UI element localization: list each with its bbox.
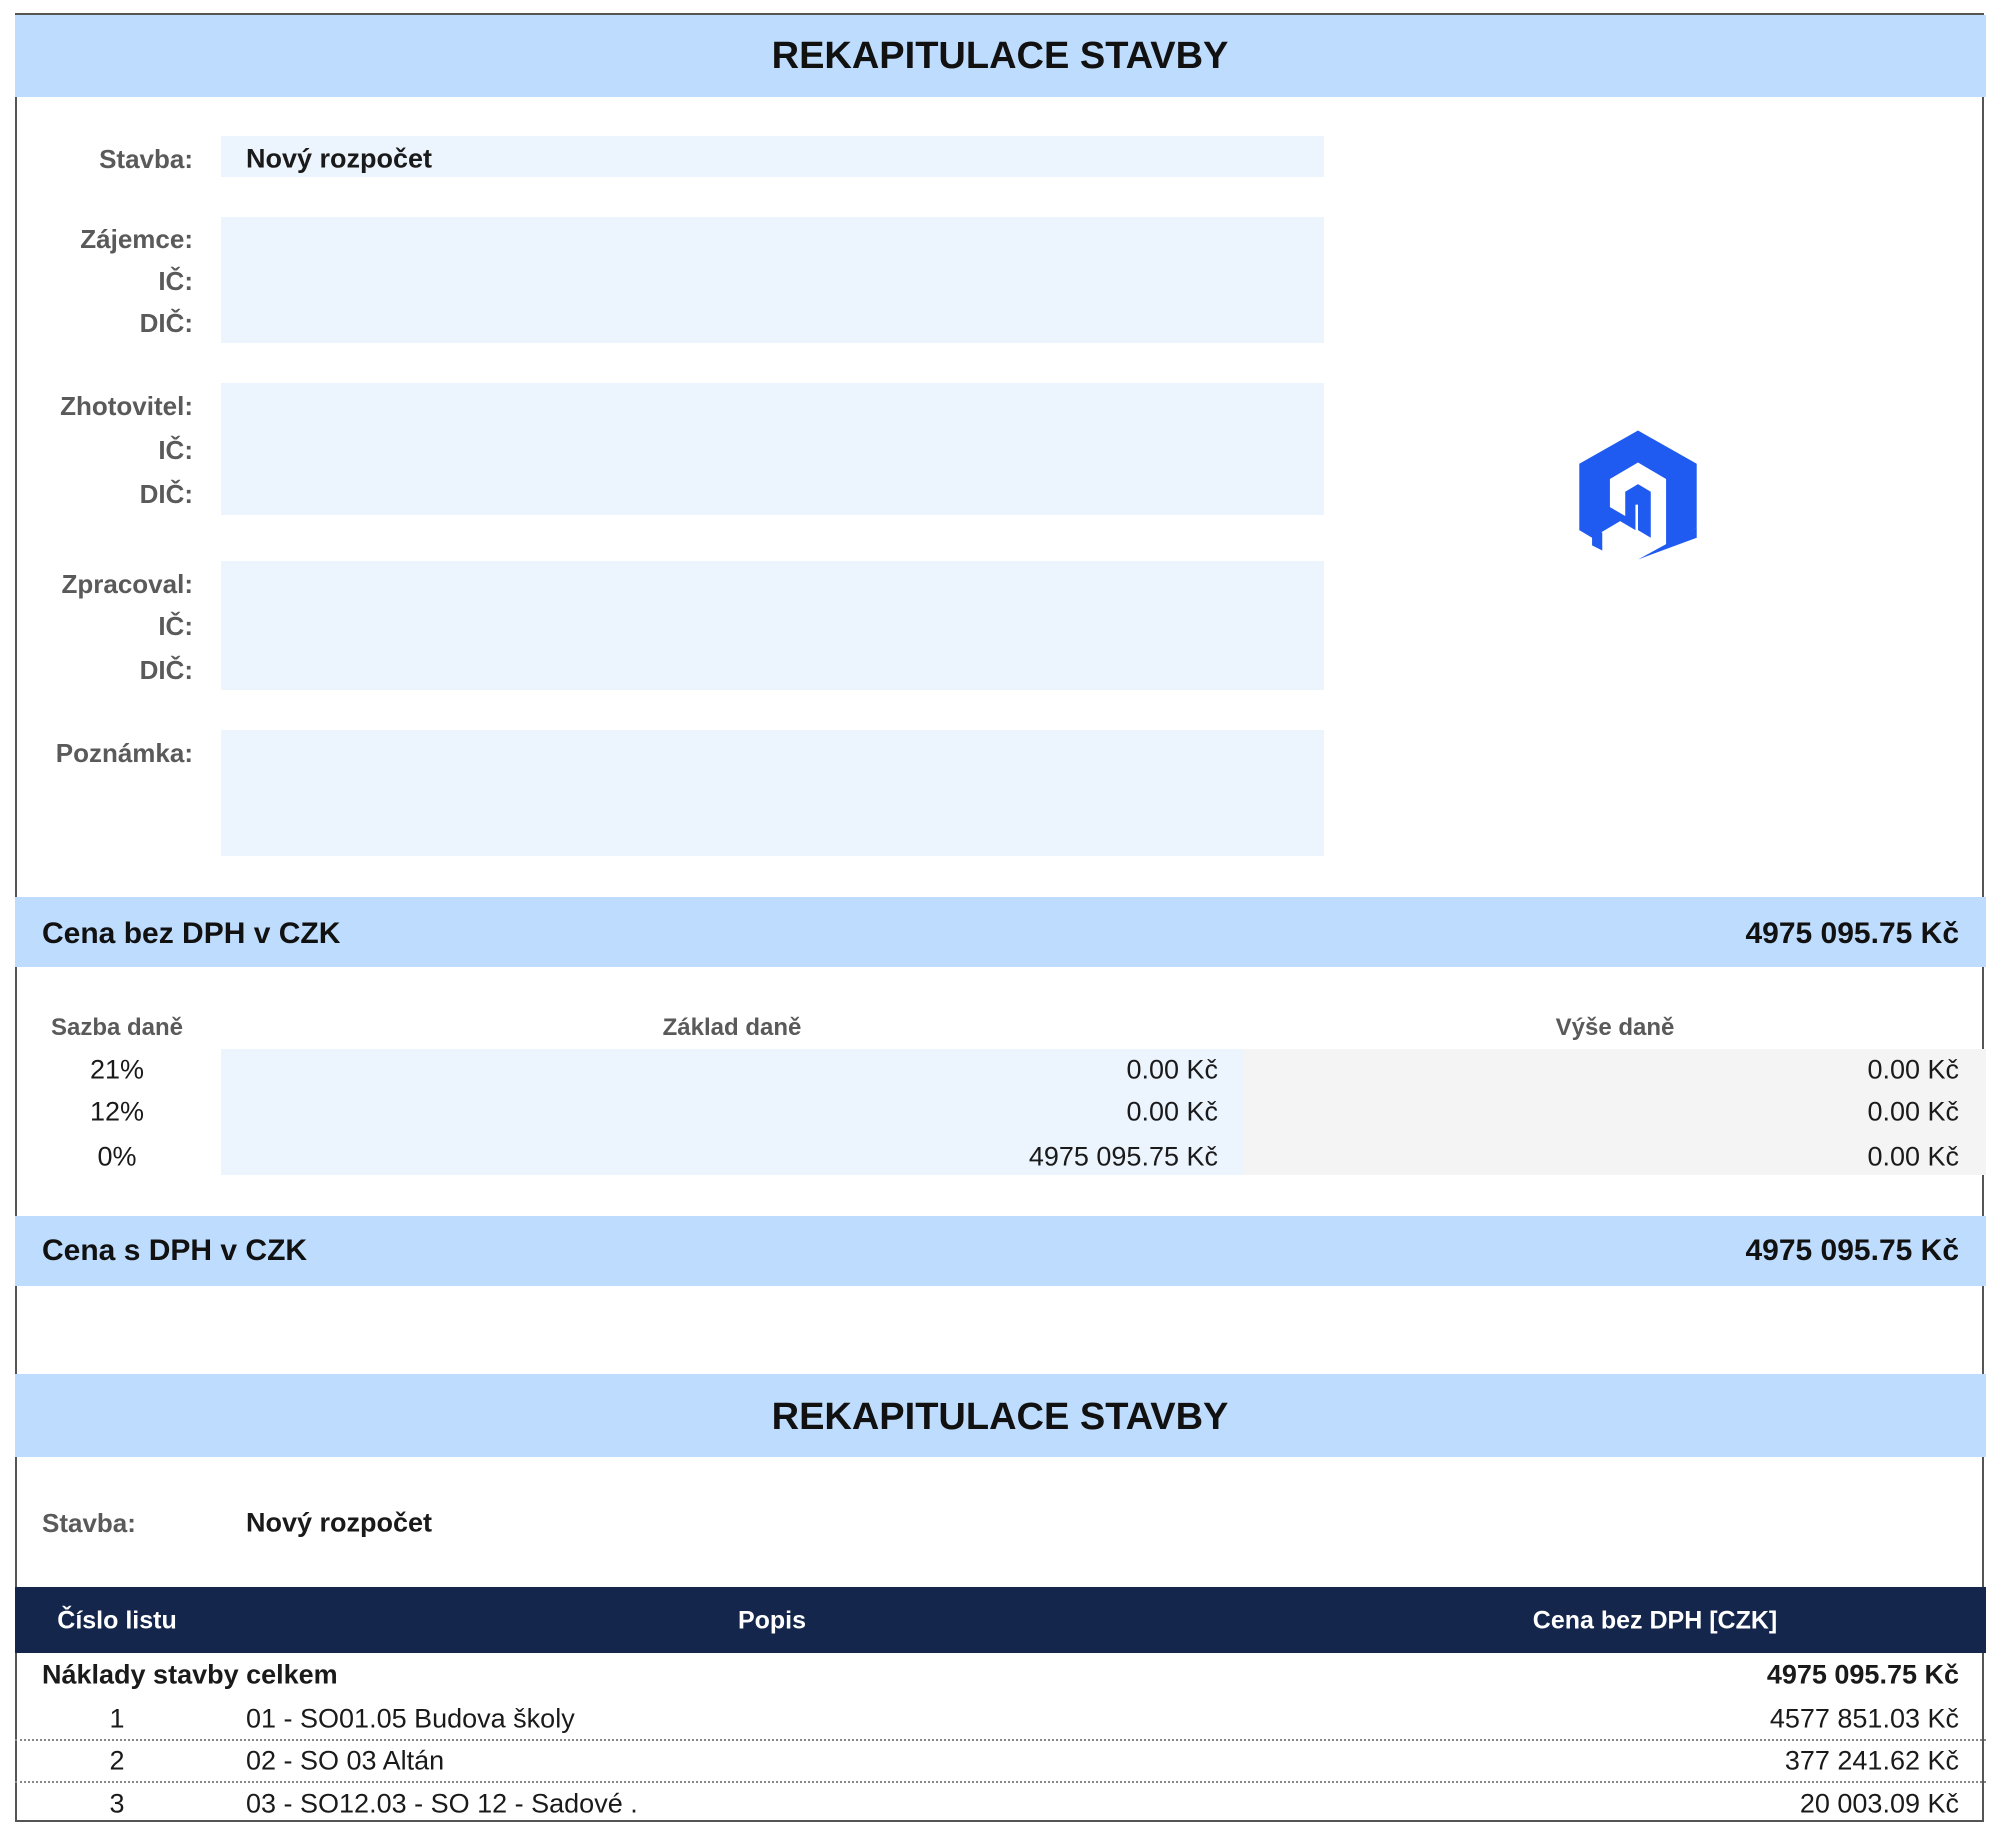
total-value: 4975 095.75 Kč bbox=[1766, 1659, 1959, 1690]
tax-amount: 0.00 Kč bbox=[1867, 1096, 1959, 1127]
field-label: Zpracoval: bbox=[61, 569, 194, 599]
price: 377 241.62 Kč bbox=[1784, 1745, 1959, 1776]
sheet-number: 2 bbox=[109, 1745, 125, 1776]
tax-base: 0.00 Kč bbox=[1126, 1096, 1218, 1127]
summary-label: Cena s DPH v CZK bbox=[42, 1234, 308, 1267]
tax-amount: 0.00 Kč bbox=[1867, 1141, 1959, 1172]
summary-value: 4975 095.75 Kč bbox=[1745, 1234, 1959, 1267]
header-band bbox=[15, 15, 1986, 97]
field bbox=[221, 561, 1324, 690]
field-label: IČ: bbox=[158, 435, 193, 465]
tax-amount: 0.00 Kč bbox=[1867, 1054, 1959, 1085]
column-header: Základ daně bbox=[662, 1014, 802, 1041]
column-header: Výše daně bbox=[1555, 1014, 1675, 1041]
field-label: Zhotovitel: bbox=[60, 391, 193, 421]
row-divider bbox=[15, 1739, 1986, 1741]
table-header bbox=[15, 1587, 1986, 1653]
field-label: Stavba: bbox=[42, 1508, 136, 1538]
field-label: Stavba: bbox=[99, 144, 193, 174]
tax-rate: 0% bbox=[97, 1141, 137, 1172]
field-value: Nový rozpočet bbox=[246, 1507, 433, 1538]
description: 02 - SO 03 Altán bbox=[246, 1745, 445, 1776]
table-header-cell: Cena bez DPH [CZK] bbox=[1532, 1606, 1778, 1635]
description: 01 - SO01.05 Budova školy bbox=[246, 1703, 575, 1734]
field-value: Nový rozpočet bbox=[246, 143, 433, 174]
table-header-cell: Číslo listu bbox=[57, 1606, 177, 1635]
tax-base-field bbox=[221, 1049, 1244, 1175]
tax-base: 0.00 Kč bbox=[1126, 1054, 1218, 1085]
price: 20 003.09 Kč bbox=[1799, 1788, 1959, 1819]
column-header: Sazba daně bbox=[50, 1014, 184, 1041]
header-band bbox=[15, 1374, 1986, 1457]
total-label: Náklady stavby celkem bbox=[42, 1659, 338, 1690]
summary-value: 4975 095.75 Kč bbox=[1745, 917, 1959, 950]
section-title: REKAPITULACE STAVBY bbox=[771, 1396, 1229, 1438]
summary-band bbox=[15, 1216, 1986, 1286]
field-label: IČ: bbox=[158, 266, 193, 296]
field bbox=[221, 383, 1324, 515]
page-title: REKAPITULACE STAVBY bbox=[771, 35, 1229, 77]
description: 03 - SO12.03 - SO 12 - Sadové . bbox=[246, 1788, 638, 1819]
tax-rate: 21% bbox=[89, 1054, 145, 1085]
logo bbox=[1579, 430, 1697, 560]
summary-label: Cena bez DPH v CZK bbox=[42, 917, 341, 950]
price: 4577 851.03 Kč bbox=[1769, 1703, 1959, 1734]
tax-amount-field bbox=[1244, 1049, 1986, 1175]
tax-base: 4975 095.75 Kč bbox=[1028, 1141, 1218, 1172]
field-label: DIČ: bbox=[139, 308, 193, 338]
sheet-number: 3 bbox=[109, 1788, 125, 1819]
field bbox=[221, 730, 1324, 856]
field bbox=[221, 217, 1324, 343]
field bbox=[221, 136, 1324, 177]
row-divider bbox=[15, 1781, 1986, 1783]
field-label: Poznámka: bbox=[55, 738, 193, 768]
tax-rate: 12% bbox=[89, 1096, 145, 1127]
field-label: DIČ: bbox=[139, 655, 193, 685]
table-header-cell: Popis bbox=[737, 1606, 807, 1635]
field-label: DIČ: bbox=[139, 479, 193, 509]
field-label: IČ: bbox=[158, 611, 193, 641]
summary-band bbox=[15, 897, 1986, 967]
field-label: Zájemce: bbox=[80, 224, 193, 254]
sheet-number: 1 bbox=[109, 1703, 125, 1734]
